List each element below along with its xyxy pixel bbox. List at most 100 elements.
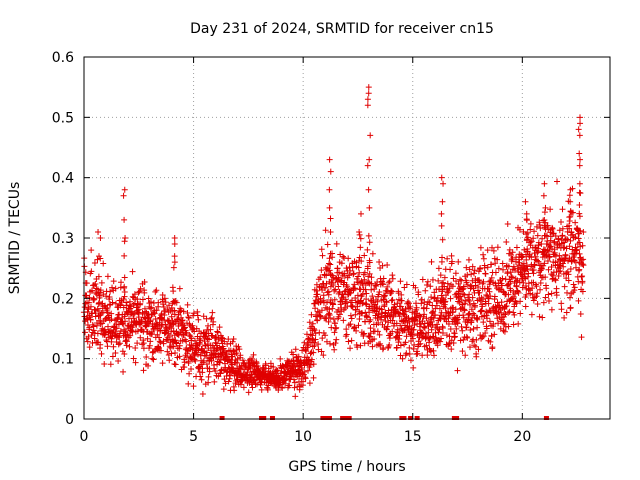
data-point xyxy=(117,284,124,291)
data-point xyxy=(141,289,148,296)
data-point xyxy=(513,278,520,285)
data-point xyxy=(386,342,393,349)
data-point xyxy=(164,317,171,324)
data-point xyxy=(479,334,486,341)
data-point xyxy=(161,311,168,318)
data-point xyxy=(171,235,178,241)
data-point xyxy=(484,247,491,254)
data-point xyxy=(580,256,587,263)
data-point xyxy=(491,331,498,338)
data-point xyxy=(401,284,408,291)
data-point xyxy=(470,285,477,292)
data-point xyxy=(287,373,294,380)
data-point xyxy=(360,330,367,337)
data-point xyxy=(424,278,431,285)
data-point xyxy=(197,337,204,344)
data-point xyxy=(190,383,197,390)
data-point xyxy=(122,318,129,325)
data-point xyxy=(534,301,541,308)
data-point xyxy=(345,322,352,329)
data-point xyxy=(147,298,154,305)
data-point xyxy=(211,378,218,385)
data-point xyxy=(87,303,94,310)
data-point xyxy=(153,307,160,314)
data-point xyxy=(418,321,425,328)
data-point xyxy=(500,320,507,327)
data-point xyxy=(534,290,541,297)
data-point xyxy=(348,315,355,322)
data-point xyxy=(517,298,524,305)
data-point xyxy=(157,327,164,334)
data-point xyxy=(136,288,143,295)
data-point xyxy=(124,338,131,345)
data-point xyxy=(168,313,175,320)
data-point xyxy=(126,343,133,350)
data-point xyxy=(530,235,537,242)
data-point xyxy=(130,322,137,329)
data-point xyxy=(397,352,404,359)
data-point xyxy=(364,96,371,103)
zero-value-marker xyxy=(326,416,332,420)
data-point xyxy=(421,311,428,318)
data-point xyxy=(505,323,512,330)
data-point xyxy=(108,316,115,323)
data-point xyxy=(176,285,183,292)
data-point xyxy=(301,339,308,346)
data-point xyxy=(503,302,510,309)
data-point xyxy=(385,279,392,286)
data-point xyxy=(391,301,398,308)
data-point xyxy=(464,281,471,288)
data-point xyxy=(526,251,533,258)
data-point xyxy=(560,263,567,270)
data-point xyxy=(406,351,413,358)
data-point xyxy=(203,353,210,360)
data-point xyxy=(558,300,565,307)
data-point xyxy=(132,344,139,351)
data-point xyxy=(346,264,353,271)
data-point xyxy=(357,235,364,242)
data-point xyxy=(466,266,473,273)
data-point xyxy=(448,346,455,353)
data-point xyxy=(361,252,368,259)
data-point xyxy=(352,294,359,301)
data-point xyxy=(118,279,125,286)
data-point xyxy=(290,364,297,371)
data-point xyxy=(468,319,475,326)
data-point xyxy=(160,340,167,347)
data-point xyxy=(449,283,456,290)
data-point xyxy=(531,228,538,235)
data-point xyxy=(327,229,334,236)
data-point xyxy=(315,346,322,353)
data-point xyxy=(545,297,552,304)
y-tick-label: 0.6 xyxy=(52,50,74,66)
data-point xyxy=(360,299,367,306)
data-point xyxy=(205,336,212,343)
data-point xyxy=(539,314,546,321)
data-point xyxy=(537,225,544,232)
data-point xyxy=(576,250,583,257)
data-point xyxy=(303,348,310,355)
data-point xyxy=(134,340,141,347)
data-point xyxy=(169,308,176,315)
x-tick-label: 15 xyxy=(404,429,422,445)
data-point xyxy=(134,328,141,335)
data-point xyxy=(336,269,343,276)
data-point xyxy=(308,356,315,363)
data-point xyxy=(185,314,192,321)
data-point xyxy=(351,324,358,331)
data-point xyxy=(452,270,459,277)
data-point xyxy=(363,301,370,308)
data-point xyxy=(365,232,372,239)
data-point xyxy=(445,315,452,322)
data-point xyxy=(576,180,583,187)
data-point xyxy=(168,304,175,311)
data-point xyxy=(532,253,539,260)
data-point xyxy=(421,324,428,331)
data-point xyxy=(515,289,522,296)
data-points xyxy=(80,84,587,400)
data-point xyxy=(330,316,337,323)
data-point xyxy=(579,278,586,285)
data-point xyxy=(510,294,517,301)
data-point xyxy=(120,192,127,199)
data-point xyxy=(536,219,543,226)
